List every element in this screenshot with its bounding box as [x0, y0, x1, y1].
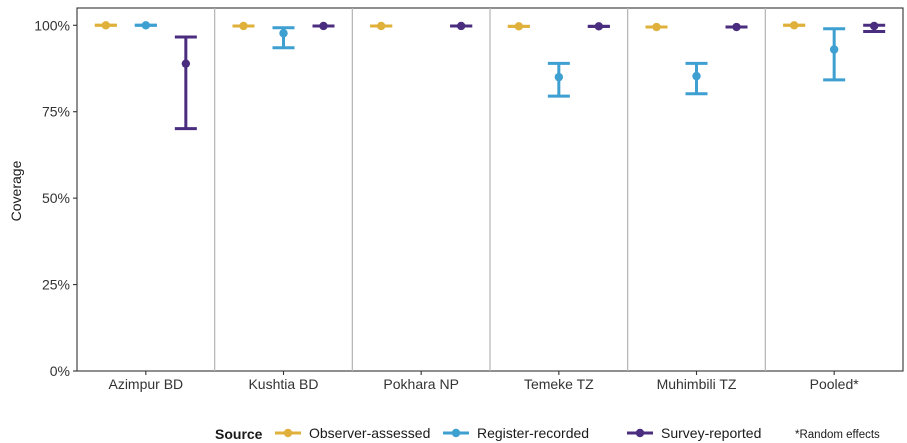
- marks-layer: [94, 21, 886, 131]
- error-bar: [823, 27, 846, 82]
- data-point: [554, 72, 564, 82]
- legend-item-label: Observer-assessed: [309, 425, 430, 441]
- data-point: [594, 22, 604, 31]
- legend-key-dot: [451, 428, 461, 438]
- x-tick-label: Pokhara NP: [383, 376, 458, 392]
- legend-title: Source: [215, 426, 263, 442]
- y-axis-title: Coverage: [8, 160, 24, 221]
- data-point: [692, 71, 701, 81]
- data-point: [732, 22, 741, 32]
- y-tick-label: 75%: [42, 104, 70, 120]
- legend-key-dot: [635, 428, 645, 438]
- x-tick-label: Kushtia BD: [248, 376, 318, 392]
- y-tick-label: 0%: [50, 363, 70, 379]
- data-point: [829, 45, 839, 54]
- data-point: [514, 22, 524, 31]
- data-point: [869, 21, 879, 31]
- x-tick-label: Azimpur BD: [108, 376, 183, 392]
- data-point: [181, 59, 191, 68]
- data-point: [101, 21, 111, 30]
- random-effects-note: *Random effects: [795, 429, 880, 441]
- data-point: [376, 21, 386, 31]
- data-point: [239, 21, 248, 31]
- y-tick-label: 100%: [34, 17, 70, 33]
- x-tick-label: Temeke TZ: [524, 376, 594, 392]
- axis-layer: 0% 25% 50% 75% 100% Azimpur BD Kushtia BD Pokha…: [34, 7, 904, 392]
- data-point: [279, 29, 288, 38]
- data-point: [789, 21, 799, 30]
- data-point: [319, 21, 328, 31]
- x-tick-label: Pooled*: [810, 376, 860, 392]
- data-point: [456, 21, 466, 31]
- x-tick-label: Muhimbili TZ: [657, 376, 737, 392]
- legend-key-dot: [283, 428, 293, 438]
- y-tick-label: 50%: [42, 190, 70, 206]
- error-bar: [174, 35, 197, 131]
- data-point: [141, 21, 151, 30]
- legend-item-label: Survey-reported: [661, 425, 761, 441]
- data-point: [652, 22, 661, 32]
- legend-item-label: Register-recorded: [477, 425, 589, 441]
- y-tick-label: 25%: [42, 277, 70, 293]
- legend: Source *Random effects Observer-assessed…: [215, 425, 880, 442]
